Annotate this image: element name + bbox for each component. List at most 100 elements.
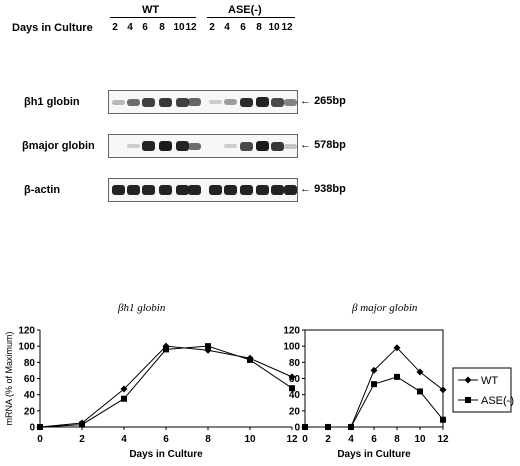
size-label-bactin: ← 938bp <box>300 183 346 195</box>
gel-band <box>240 97 253 107</box>
x-tick-label: 8 <box>394 434 400 445</box>
series-line <box>39 345 293 428</box>
data-point-diamond <box>370 366 378 374</box>
data-point-square <box>348 424 354 430</box>
gel-band <box>142 185 155 195</box>
gel-band <box>176 97 189 107</box>
x-axis-label: Days in Culture <box>337 449 411 460</box>
lane-number: 10 <box>268 22 280 33</box>
lane-number: 6 <box>240 22 246 33</box>
y-tick-label: 0 <box>294 423 300 434</box>
lane-number: 4 <box>224 22 230 33</box>
plot-frame <box>304 329 444 428</box>
x-tick-label: 12 <box>437 434 449 445</box>
gel-band <box>188 98 201 106</box>
data-point-diamond <box>439 386 447 394</box>
lane-number: 6 <box>142 22 148 33</box>
x-tick-label: 10 <box>414 434 426 445</box>
gel-band <box>209 185 222 195</box>
gel-label-bmajor: βmajor globin <box>22 140 95 152</box>
data-point-square <box>417 388 423 395</box>
x-tick-label: 8 <box>205 434 211 445</box>
lane-number: 4 <box>127 22 133 33</box>
gel-band <box>112 99 125 105</box>
y-tick-label: 80 <box>289 358 301 369</box>
gel-band <box>224 185 237 195</box>
chart-title-bh1: βh1 globin <box>118 302 166 314</box>
days-in-culture-label: Days in Culture <box>12 22 93 34</box>
y-tick-label: 120 <box>18 326 35 337</box>
data-point-square <box>163 346 169 353</box>
group-line-wt <box>110 17 196 18</box>
y-tick-label: 100 <box>18 342 35 353</box>
lane-number: 12 <box>185 22 197 33</box>
legend-box <box>452 367 512 413</box>
gel-band <box>284 98 297 106</box>
y-tick-label: 100 <box>283 342 300 353</box>
gel-band <box>159 185 172 195</box>
gel-band <box>127 144 140 148</box>
chart-title-bmajor: β major globin <box>352 302 418 314</box>
lane-number: 8 <box>159 22 165 33</box>
gel-band <box>142 97 155 107</box>
x-tick-label: 2 <box>325 434 331 445</box>
series-line <box>305 347 444 428</box>
gel-band <box>209 100 222 104</box>
gel-band <box>159 141 172 151</box>
data-point-square <box>247 356 253 363</box>
gel-band <box>112 185 125 195</box>
y-axis-label: mRNA (% of Maximum) <box>4 331 14 425</box>
series-line <box>39 345 293 428</box>
size-text-bh1: 265bp <box>314 95 346 107</box>
gel-band <box>271 97 284 107</box>
y-tick-label: 80 <box>24 358 36 369</box>
x-axis-label: Days in Culture <box>129 449 203 460</box>
x-tick-label: 6 <box>163 434 169 445</box>
y-tick-label: 0 <box>29 423 35 434</box>
legend-marker-diamond <box>464 376 472 384</box>
data-point-square <box>289 385 295 392</box>
size-label-bmajor: ← 578bp <box>300 139 346 151</box>
gel-band <box>127 185 140 195</box>
legend-label: ASE(-) <box>481 395 514 407</box>
y-tick-label: 60 <box>289 374 301 385</box>
gel-band <box>256 97 269 107</box>
gel-band <box>224 144 237 148</box>
gel-band <box>127 98 140 106</box>
gel-band <box>142 141 155 151</box>
gel-band <box>224 99 237 105</box>
data-point-square <box>79 421 85 428</box>
data-point-square <box>394 373 400 380</box>
legend-marker-square <box>465 397 471 403</box>
size-text-bactin: 938bp <box>314 183 346 195</box>
data-point-square <box>205 343 211 350</box>
data-point-square <box>371 381 377 388</box>
x-tick-label: 0 <box>37 434 43 445</box>
y-tick-label: 20 <box>289 406 301 417</box>
gel-band <box>271 141 284 151</box>
gel-band <box>176 141 189 151</box>
data-point-square <box>302 424 308 430</box>
gel-band <box>256 141 269 151</box>
gel-label-bh1: βh1 globin <box>24 96 80 108</box>
data-point-square <box>440 416 446 423</box>
size-text-bmajor: 578bp <box>314 139 346 151</box>
y-tick-label: 40 <box>24 390 36 401</box>
gel-label-bactin: β-actin <box>24 184 61 196</box>
x-tick-label: 4 <box>121 434 127 445</box>
gel-band <box>284 185 297 195</box>
y-tick-label: 20 <box>24 406 36 417</box>
x-tick-label: 0 <box>302 434 308 445</box>
data-point-diamond <box>288 373 296 381</box>
legend-label: WT <box>481 375 498 387</box>
lane-number: 12 <box>281 22 293 33</box>
gel-band <box>284 143 297 149</box>
y-tick-label: 60 <box>24 374 36 385</box>
lane-number: 8 <box>256 22 262 33</box>
gel-band <box>256 185 269 195</box>
lane-number: 10 <box>173 22 185 33</box>
lane-number: 2 <box>209 22 215 33</box>
lane-number: 2 <box>112 22 118 33</box>
group-line-ase <box>207 17 295 18</box>
data-point-square <box>37 424 43 430</box>
